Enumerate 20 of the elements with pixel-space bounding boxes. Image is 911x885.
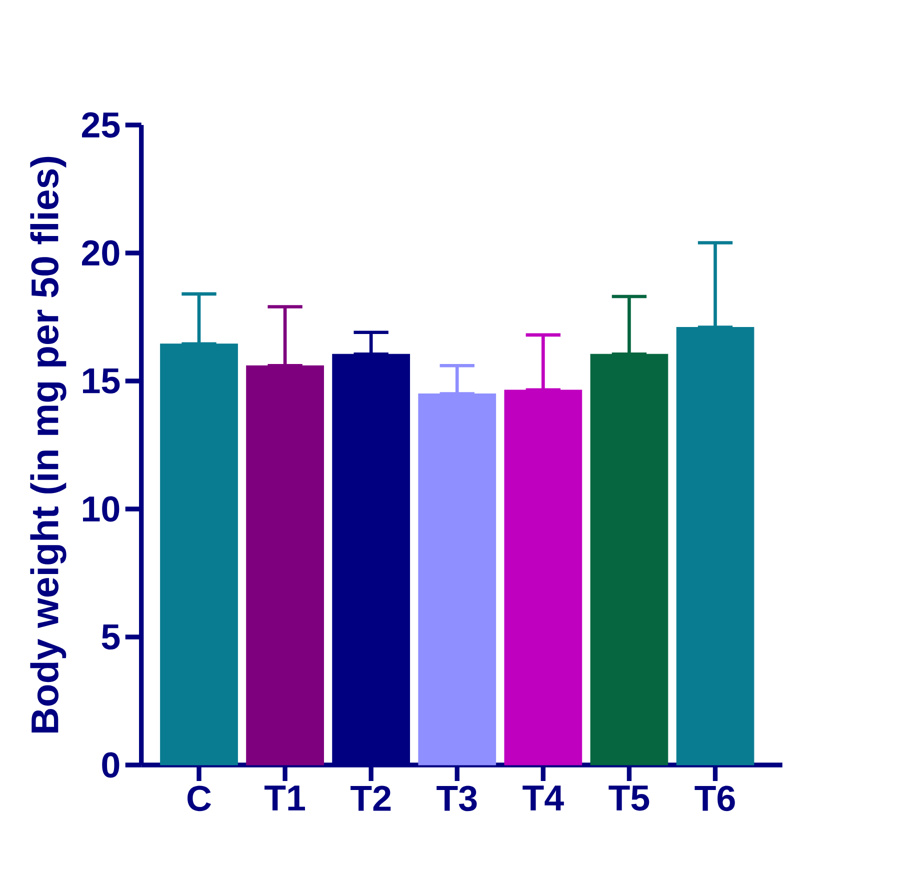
y-tick-label: 10 (83, 496, 120, 522)
y-axis-title: Body weight (in mg per 50 flies) (30, 156, 66, 732)
x-tick-label: T4 (522, 786, 564, 810)
y-tick-label: 20 (82, 240, 120, 266)
y-tick-label: 25 (82, 112, 120, 138)
x-tick-label: T6 (694, 786, 735, 812)
x-tick-label: C (188, 786, 211, 812)
y-tick-label: 5 (102, 624, 120, 650)
x-tick-label: T2 (350, 786, 391, 811)
x-tick-label: T3 (436, 786, 477, 812)
bar (676, 326, 754, 766)
bar (246, 365, 324, 766)
y-tick-label: 15 (83, 368, 120, 394)
bar (418, 394, 496, 766)
x-tick-label: T5 (608, 786, 650, 811)
bar (590, 354, 668, 766)
x-tick-label: T1 (264, 786, 305, 810)
bar (504, 390, 582, 766)
bar (160, 344, 238, 766)
y-tick-label: 0 (102, 752, 120, 778)
